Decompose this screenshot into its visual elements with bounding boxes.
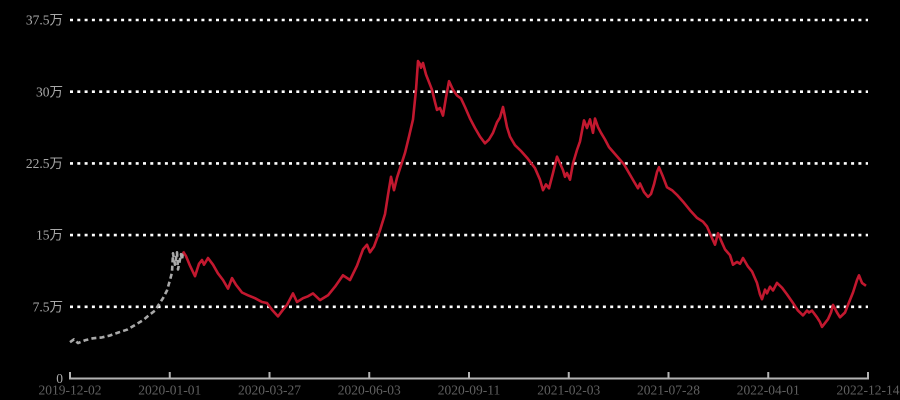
y-axis-tick-label: 7.5万 <box>33 299 63 314</box>
x-axis-tick-label: 2021-07-28 <box>637 383 700 398</box>
x-axis-tick-label: 2020-09-11 <box>438 383 501 398</box>
x-axis-tick-label: 2020-06-03 <box>338 383 401 398</box>
y-axis-tick-label: 15万 <box>36 228 63 243</box>
x-axis-tick-label: 2022-12-14 <box>837 383 900 398</box>
y-axis-tick-label: 37.5万 <box>26 13 63 28</box>
x-axis-tick-label: 2019-12-02 <box>39 383 102 398</box>
x-axis-tick-label: 2020-01-01 <box>138 383 201 398</box>
x-axis-tick-label: 2020-03-27 <box>238 383 301 398</box>
x-axis-tick-label: 2021-02-03 <box>537 383 600 398</box>
series-line-main-segment-solid-red <box>181 59 867 329</box>
series-line-early-segment-dashed-gray <box>69 251 185 345</box>
x-axis-tick-label: 2022-04-01 <box>737 383 800 398</box>
y-axis-tick-label: 0 <box>56 371 63 386</box>
y-axis-tick-label: 30万 <box>36 84 63 99</box>
y-axis-tick-label: 22.5万 <box>26 156 63 171</box>
